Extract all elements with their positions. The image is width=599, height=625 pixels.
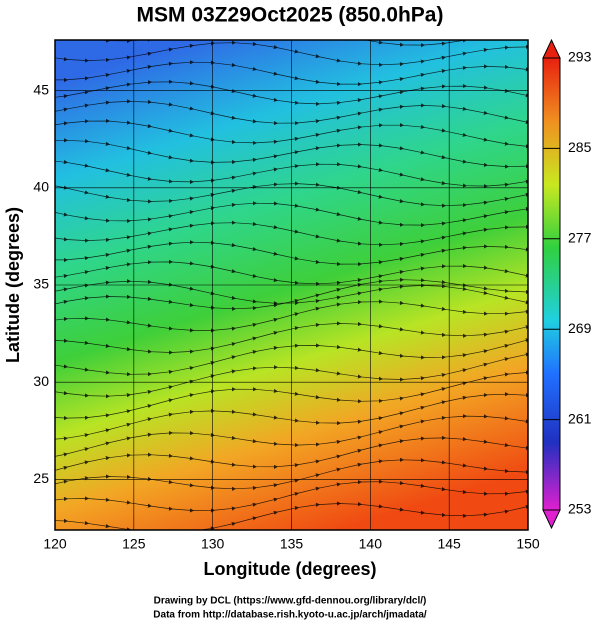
streamline [55,60,528,87]
streamline [55,220,528,247]
x-tick-label: 130 [201,536,225,552]
y-tick-label: 30 [33,373,49,389]
colorbar: 253 261 269 277 285 293 [542,38,592,530]
streamline [55,240,528,267]
x-axis-label: Longitude (degrees) [203,559,376,579]
y-tick-label: 25 [33,470,49,486]
y-tick-label: 35 [33,276,49,292]
colorbar-tick-label: 253 [568,501,592,517]
streamline [55,40,528,67]
y-tick-label: 45 [33,81,49,97]
footnote: Drawing by DCL (https://www.gfd-dennou.o… [154,596,427,607]
streamlines [55,40,528,530]
colorbar-bar [542,57,561,511]
colorbar-tick-label: 285 [568,139,592,155]
chart-title: MSM 03Z29Oct2025 (850.0hPa) [137,4,444,27]
colorbar-tick-label: 261 [568,410,592,426]
colorbar-max-arrow [542,38,561,59]
x-tick-label: 150 [516,536,540,552]
colorbar-min-arrow [542,509,561,530]
plot-frame [54,39,529,531]
x-tick-label: 145 [437,536,461,552]
x-tick-label: 120 [43,536,67,552]
colorbar-tick-label: 269 [568,320,592,336]
x-tick-label: 140 [359,536,383,552]
colorbar-tick-label: 277 [568,230,592,246]
footnote: Data from http://database.rish.kyoto-u.a… [153,610,427,621]
x-tick-label: 125 [122,536,146,552]
y-tick-label: 40 [33,178,49,194]
colorbar-tick-label: 293 [568,49,592,65]
x-tick-label: 135 [280,536,304,552]
y-axis-label: Latitude (degrees) [3,207,23,363]
